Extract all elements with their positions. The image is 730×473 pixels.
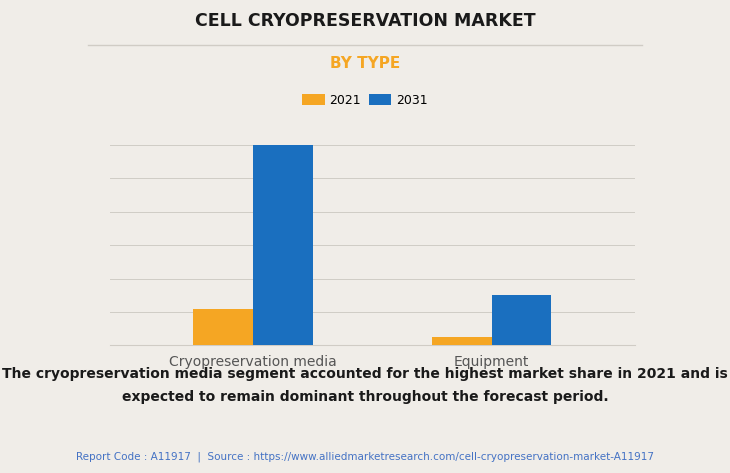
Bar [432,337,492,345]
Text: CELL CRYOPRESERVATION MARKET: CELL CRYOPRESERVATION MARKET [195,12,535,30]
Text: The cryopreservation media segment accounted for the highest market share in 202: The cryopreservation media segment accou… [2,367,728,381]
Bar [492,295,551,345]
Legend: 2021, 2031: 2021, 2031 [297,89,433,112]
Text: BY TYPE: BY TYPE [330,56,400,71]
Bar [253,145,312,345]
Bar [193,308,253,345]
Text: expected to remain dominant throughout the forecast period.: expected to remain dominant throughout t… [122,390,608,404]
Text: Report Code : A11917  |  Source : https://www.alliedmarketresearch.com/cell-cryo: Report Code : A11917 | Source : https://… [76,452,654,462]
